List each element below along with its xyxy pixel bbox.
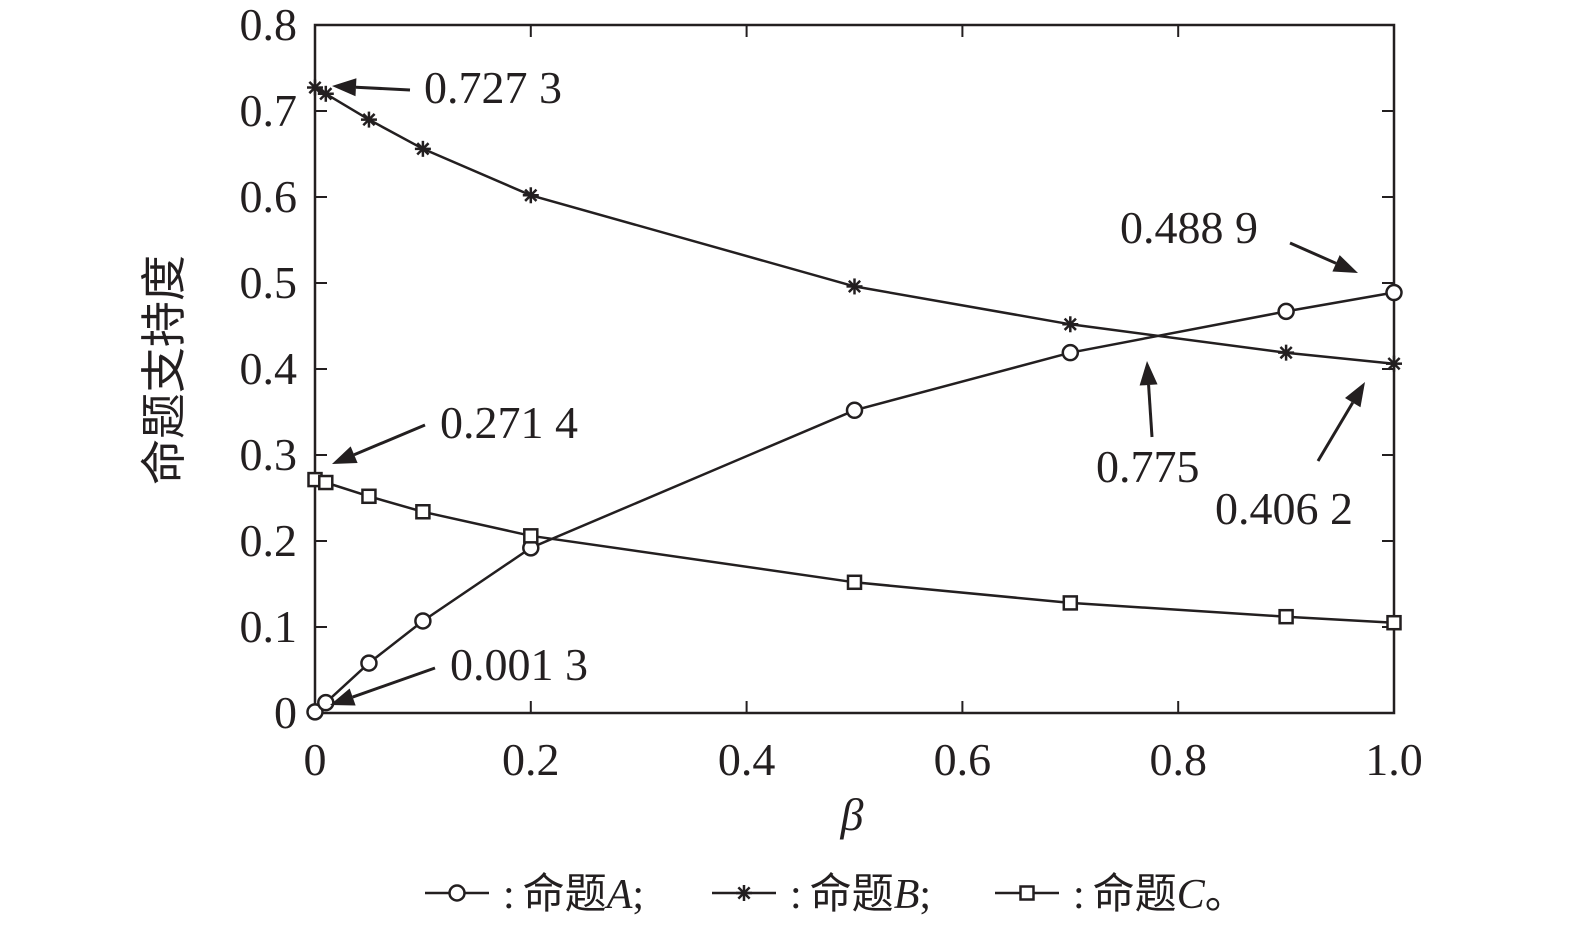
- annotation-label: 0.406 2: [1215, 483, 1353, 534]
- legend-item: : 命题B;: [712, 869, 931, 918]
- legend-separator: :: [1073, 872, 1085, 918]
- legend: : 命题A;: 命题B;: 命题C。: [425, 869, 1247, 918]
- annotation-arrow-shaft: [355, 85, 411, 92]
- legend-separator: :: [503, 872, 515, 918]
- x-tick-label: 0.8: [1149, 734, 1207, 785]
- data-point-square: [523, 528, 539, 544]
- data-point-star: [846, 278, 863, 295]
- y-tick-label: 0.4: [240, 343, 298, 394]
- annotation-arrow-head: [332, 78, 357, 97]
- data-point-circle: [1385, 283, 1403, 302]
- x-tick-label: 0.6: [934, 734, 992, 785]
- data-point-square: [415, 504, 431, 520]
- data-point-square: [846, 574, 863, 591]
- legend-label: : 命题A;: [503, 869, 644, 918]
- data-point-circle: [317, 693, 335, 712]
- y-tick-label: 0.1: [240, 601, 298, 652]
- y-tick-label: 0.2: [240, 515, 298, 566]
- data-point-star: [317, 85, 334, 102]
- annotation-label: 0.001 3: [450, 639, 588, 690]
- data-point-circle: [1277, 302, 1295, 321]
- annotation-arrow-shaft: [1147, 384, 1154, 438]
- annotation: 0.488 9: [1120, 202, 1358, 273]
- x-tick-label: 0: [304, 734, 327, 785]
- x-tick-label: 0.2: [502, 734, 560, 785]
- x-tick-label: 0.4: [718, 734, 776, 785]
- y-tick-label: 0.8: [240, 0, 298, 50]
- annotation-arrow-head: [1332, 255, 1358, 273]
- series-1: [306, 283, 1403, 721]
- annotation-arrow-shaft: [353, 423, 426, 457]
- annotation-label: 0.727 3: [424, 62, 562, 113]
- series-2: [307, 79, 1402, 372]
- data-point-square: [1062, 595, 1079, 611]
- annotation-arrow-head: [330, 688, 356, 706]
- y-tick-label: 0.7: [240, 85, 298, 136]
- data-point-star: [1062, 316, 1079, 333]
- legend-letter: C: [1177, 872, 1206, 918]
- ticks-layer: 0 0.2 0.4 0.6 0.8 1.0 0 0.1 0.2 0.3 0.4 0.5 0.6 0.7 0.…: [240, 0, 1423, 785]
- legend-label: : 命题B;: [790, 869, 931, 918]
- annotation-arrow-shaft: [1316, 401, 1355, 462]
- data-point-star: [1386, 355, 1402, 372]
- annotation-label: 0.775: [1096, 441, 1200, 492]
- data-point-circle: [306, 703, 324, 721]
- legend-swatch-marker: [448, 884, 466, 902]
- y-axis-label: 命题支持度: [137, 255, 191, 485]
- y-tick-label: 0.5: [240, 257, 298, 308]
- y-tick-label: 0.6: [240, 171, 298, 222]
- annotation-label: 0.488 9: [1120, 202, 1258, 253]
- legend-name: 命题: [523, 869, 607, 918]
- annotation: 0.727 3: [332, 62, 562, 113]
- plot-area-frame: [313, 23, 1396, 715]
- annotation-layer: 0.727 3 0.271 4 0.001 3 0.488 9 0.775 0.406 2: [330, 62, 1365, 706]
- legend-name: 命题: [1093, 869, 1177, 918]
- data-point-circle: [845, 401, 864, 420]
- data-point-square: [1386, 614, 1402, 631]
- data-point-star: [360, 111, 377, 128]
- data-point-star: [414, 140, 431, 157]
- annotation-arrow-head: [332, 446, 358, 464]
- annotation-arrow-head: [1139, 361, 1158, 386]
- annotation-arrow-shaft: [352, 666, 436, 699]
- legend-item: : 命题C。: [995, 869, 1247, 918]
- data-point-star: [307, 79, 323, 96]
- data-point-star: [1278, 344, 1295, 361]
- legend-end: 。: [1205, 872, 1247, 918]
- x-tick-label: 1.0: [1365, 734, 1423, 785]
- data-point-square: [318, 474, 334, 491]
- data-point-square: [1278, 608, 1294, 625]
- legend-end: ;: [632, 872, 644, 918]
- data-point-circle: [1061, 343, 1080, 362]
- y-tick-label: 0.3: [240, 429, 298, 480]
- series-layer: [306, 79, 1403, 721]
- data-point-star: [522, 187, 539, 204]
- legend-item: : 命题A;: [425, 869, 644, 918]
- legend-letter: A: [604, 872, 633, 918]
- series-3: [307, 471, 1402, 631]
- annotation: 0.406 2: [1215, 382, 1365, 534]
- legend-letter: B: [894, 872, 920, 918]
- legend-swatch-marker: [736, 885, 752, 901]
- legend-end: ;: [919, 872, 931, 918]
- y-tick-label: 0: [274, 687, 297, 738]
- annotation: 0.001 3: [330, 639, 588, 706]
- legend-name: 命题: [810, 869, 894, 918]
- data-point-square: [361, 488, 377, 505]
- annotation-arrow-head: [1344, 382, 1365, 408]
- x-axis-label: β: [840, 789, 864, 840]
- annotation: 0.775: [1096, 361, 1200, 492]
- legend-label: : 命题C。: [1073, 869, 1247, 918]
- annotation-label: 0.271 4: [440, 397, 578, 448]
- data-point-circle: [360, 654, 378, 672]
- annotation-arrow-shaft: [1289, 241, 1337, 265]
- data-point-circle: [414, 612, 432, 630]
- legend-swatch-marker: [1019, 885, 1035, 901]
- annotation: 0.271 4: [332, 397, 578, 464]
- legend-separator: :: [790, 872, 802, 918]
